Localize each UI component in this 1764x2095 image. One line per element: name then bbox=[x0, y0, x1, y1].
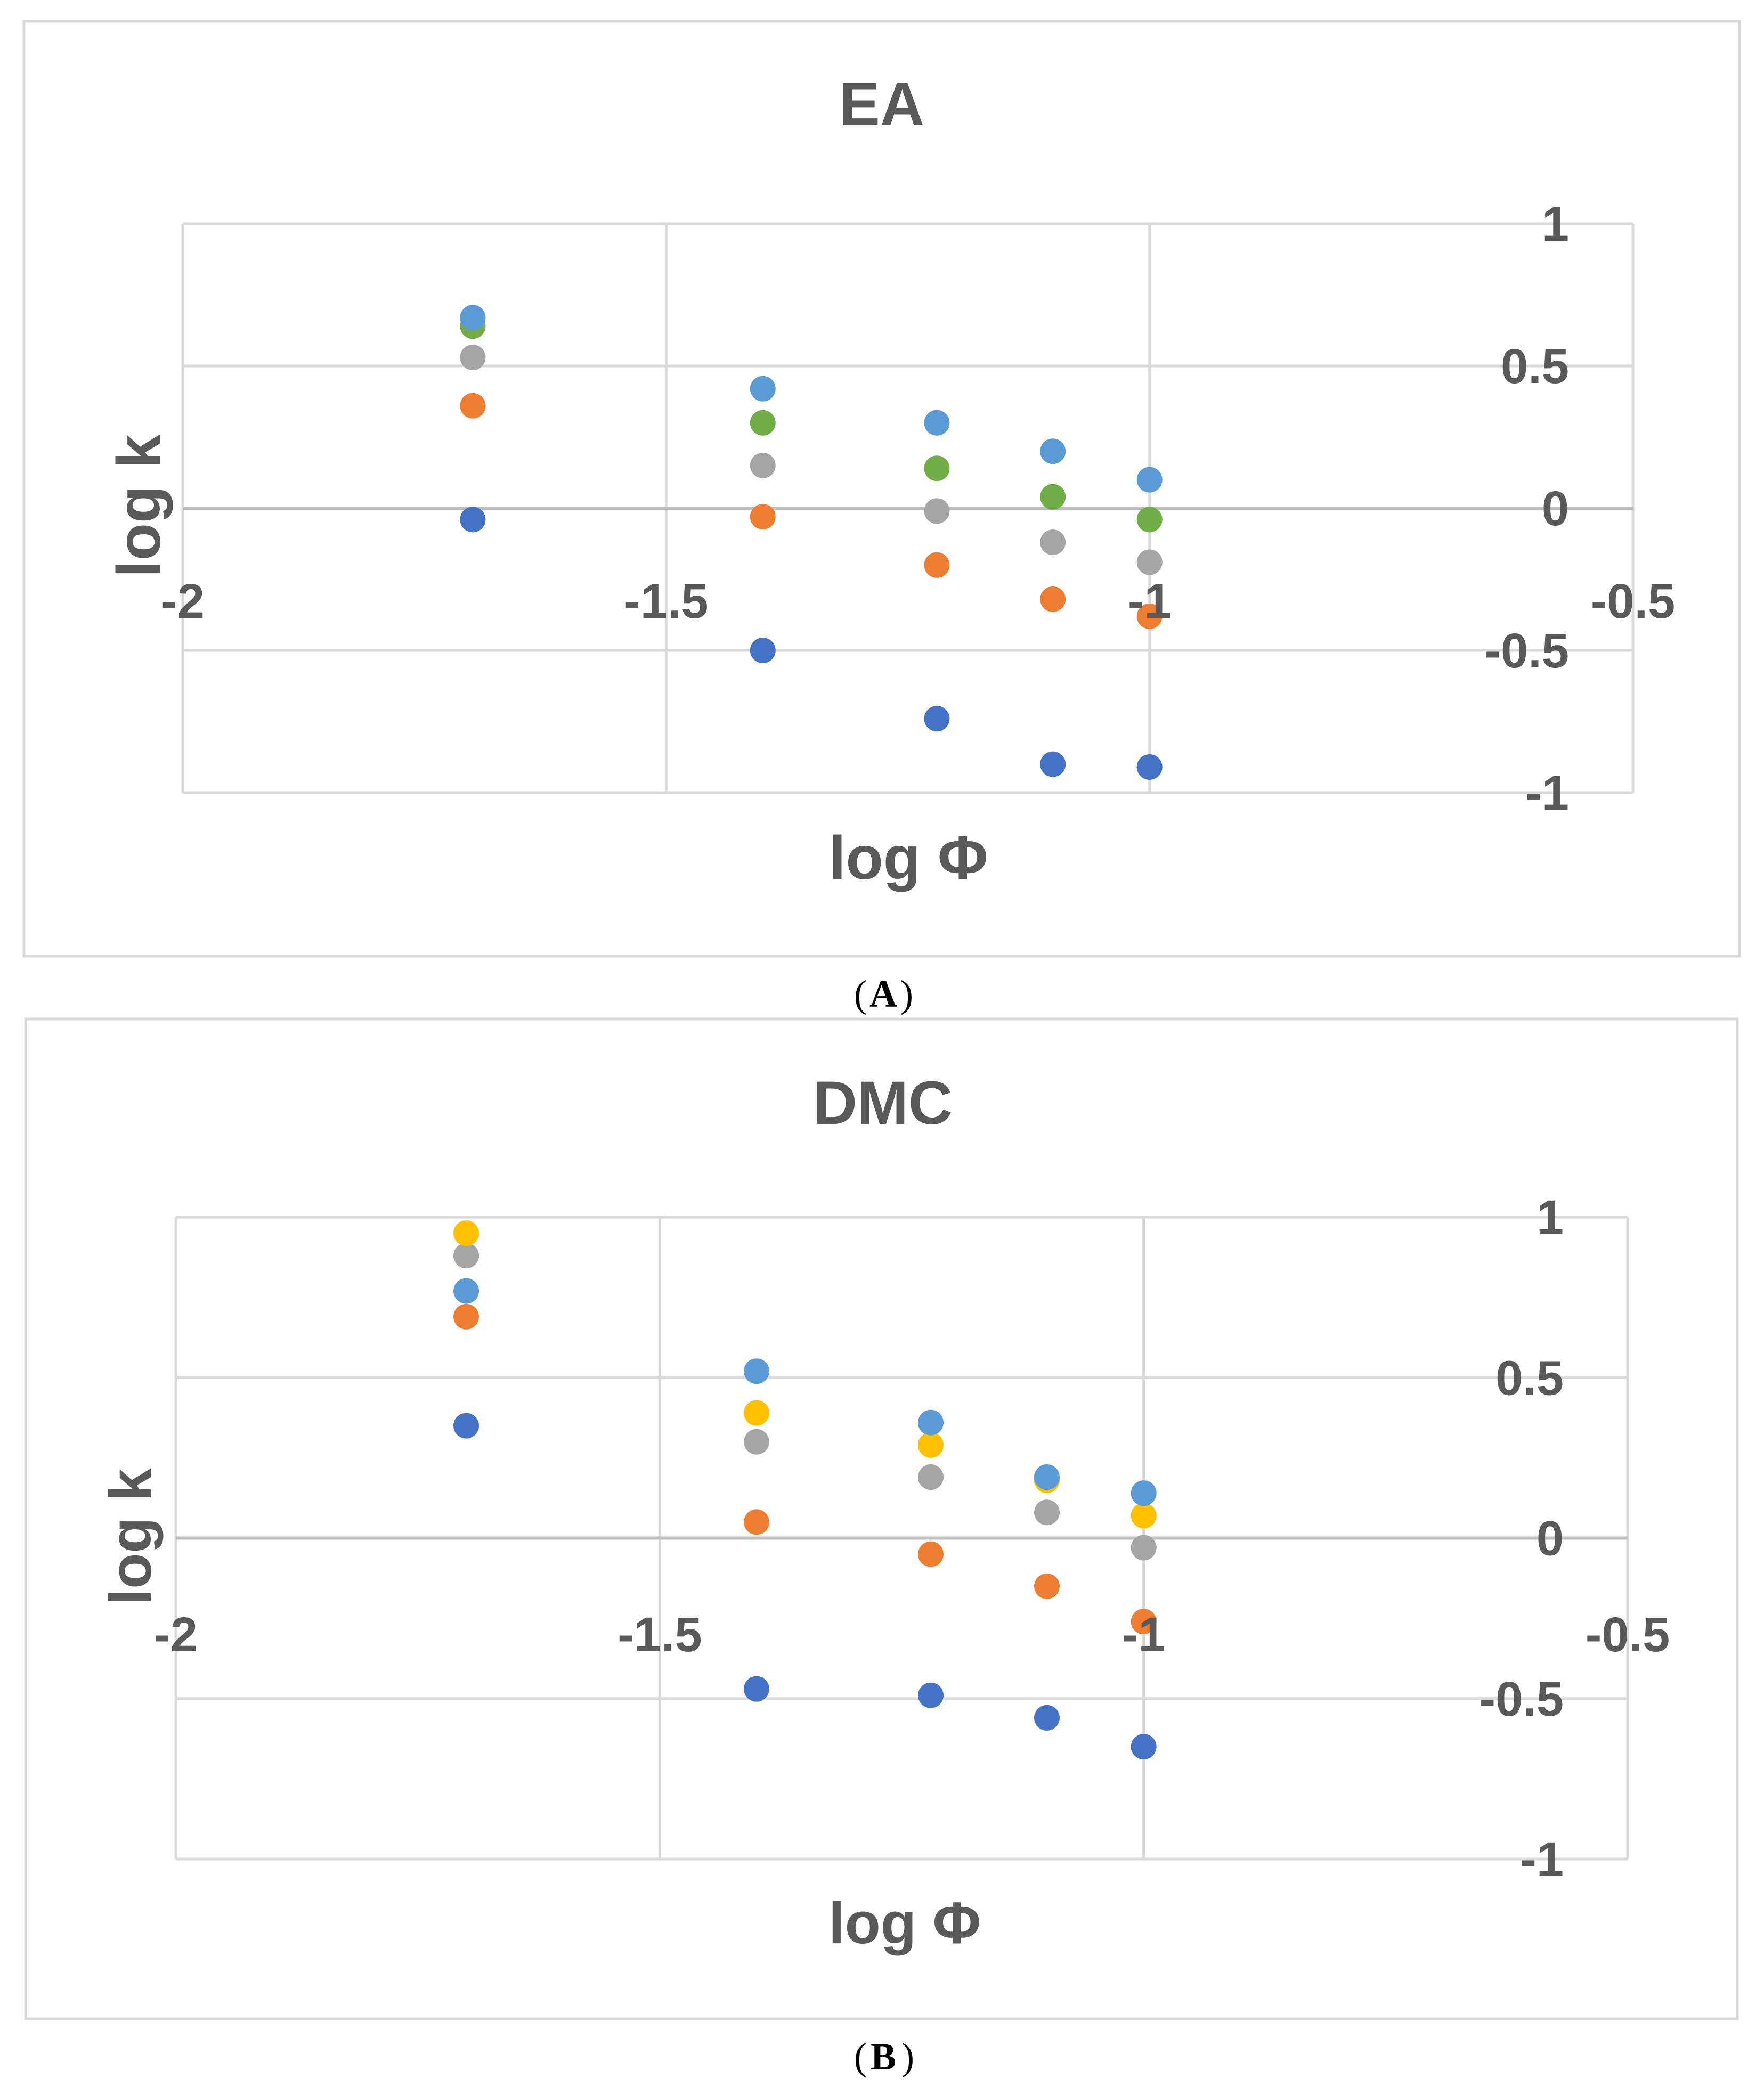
data-point-series-1 bbox=[1131, 1734, 1157, 1760]
data-point-series-3 bbox=[1034, 1499, 1060, 1526]
data-point-series-5 bbox=[460, 305, 486, 331]
data-point-series-3 bbox=[1040, 529, 1066, 556]
caption-b-close: ) bbox=[901, 2035, 914, 2078]
data-point-series-5 bbox=[924, 410, 950, 436]
data-point-series-1 bbox=[924, 706, 950, 732]
panel-a: EA -2 -1.5 -1 -0.5 1 0.5 0 -0.5 -1 log Φ log k bbox=[22, 20, 1741, 958]
panel-b-frame bbox=[24, 1017, 1739, 2020]
y-tick-label: 0 bbox=[1542, 482, 1569, 536]
data-point-series-2 bbox=[453, 1303, 479, 1330]
data-point-series-1 bbox=[1136, 754, 1163, 780]
caption-b-open: ( bbox=[854, 2035, 867, 2078]
data-point-series-3 bbox=[918, 1464, 944, 1490]
data-point-series-3 bbox=[1136, 549, 1163, 575]
caption-a-close: ) bbox=[900, 973, 913, 1015]
data-point-series-5 bbox=[1131, 1480, 1157, 1506]
y-tick-label: 0.5 bbox=[1501, 339, 1569, 394]
panel-b: DMC -2 -1.5 -1 -0.5 1 0.5 0 -0.5 -1 log Φ log k bbox=[24, 1017, 1739, 2020]
data-point-series-4 bbox=[1131, 1503, 1157, 1529]
y-tick-label: -1 bbox=[1525, 766, 1569, 820]
x-tick-label: -2 bbox=[154, 1608, 198, 1662]
data-point-series-2 bbox=[750, 504, 776, 530]
caption-a-letter: A bbox=[869, 973, 897, 1015]
plot-area-ea: -2 -1.5 -1 -0.5 1 0.5 0 -0.5 -1 bbox=[161, 197, 1675, 820]
x-tick-label: -1.5 bbox=[617, 1608, 702, 1662]
y-tick-label: 0 bbox=[1537, 1512, 1564, 1566]
data-point-series-2 bbox=[1040, 586, 1066, 612]
y-tick-label: -1 bbox=[1520, 1832, 1564, 1887]
data-point-series-3 bbox=[460, 344, 486, 370]
data-point-series-5 bbox=[750, 376, 776, 402]
data-point-series-1 bbox=[750, 638, 776, 663]
data-point-series-4 bbox=[924, 455, 950, 482]
x-tick-label: -2 bbox=[161, 574, 205, 629]
x-tick-label: -0.5 bbox=[1591, 574, 1676, 629]
caption-b: ( B ) bbox=[854, 2035, 914, 2078]
y-tick-label: 1 bbox=[1542, 197, 1569, 251]
data-point-series-3 bbox=[1131, 1535, 1157, 1561]
data-point-series-2 bbox=[744, 1509, 769, 1535]
data-point-series-2 bbox=[1136, 603, 1163, 629]
y-tick-label: -0.5 bbox=[1479, 1672, 1564, 1726]
data-point-series-5 bbox=[1034, 1464, 1060, 1490]
data-point-series-5 bbox=[744, 1358, 769, 1384]
data-point-series-1 bbox=[918, 1682, 944, 1708]
data-point-series-3 bbox=[750, 452, 776, 478]
data-point-series-4 bbox=[1040, 484, 1066, 510]
data-point-series-5 bbox=[1040, 438, 1066, 464]
data-point-series-4 bbox=[918, 1432, 944, 1458]
x-tick-label: -1.5 bbox=[624, 574, 709, 629]
data-point-series-5 bbox=[918, 1409, 944, 1436]
data-point-series-1 bbox=[1034, 1705, 1060, 1731]
x-axis-label-dmc: log Φ bbox=[828, 1890, 981, 1956]
data-point-series-1 bbox=[460, 507, 486, 533]
data-point-series-3 bbox=[453, 1243, 479, 1269]
chart-title-dmc: DMC bbox=[813, 1069, 953, 1137]
data-point-series-3 bbox=[924, 498, 950, 524]
data-point-series-5 bbox=[453, 1278, 479, 1304]
data-point-series-4 bbox=[744, 1400, 769, 1426]
data-point-series-4 bbox=[1136, 507, 1163, 533]
data-point-series-5 bbox=[1136, 467, 1163, 493]
caption-b-letter: B bbox=[871, 2035, 896, 2078]
y-tick-label: 1 bbox=[1537, 1191, 1564, 1245]
panel-a-frame bbox=[22, 20, 1741, 958]
data-point-series-2 bbox=[1034, 1573, 1060, 1599]
data-point-series-1 bbox=[453, 1413, 479, 1439]
caption-a-open: ( bbox=[854, 973, 867, 1015]
x-tick-label: -0.5 bbox=[1586, 1608, 1670, 1662]
x-tick-label: -1 bbox=[1128, 574, 1172, 629]
data-point-series-2 bbox=[1131, 1609, 1157, 1635]
caption-a: ( A ) bbox=[854, 973, 913, 1015]
data-point-series-4 bbox=[750, 410, 776, 436]
x-axis-label-ea: log Φ bbox=[829, 824, 988, 892]
data-point-series-4 bbox=[453, 1220, 479, 1246]
data-point-series-2 bbox=[918, 1541, 944, 1567]
data-point-series-1 bbox=[1040, 751, 1066, 777]
y-axis-label-ea: log k bbox=[105, 434, 173, 577]
y-tick-label: -0.5 bbox=[1484, 624, 1569, 678]
data-point-series-1 bbox=[744, 1676, 769, 1702]
x-tick-label: -1 bbox=[1122, 1608, 1166, 1662]
data-point-series-2 bbox=[924, 552, 950, 578]
data-point-series-2 bbox=[460, 393, 486, 419]
data-point-series-3 bbox=[744, 1429, 769, 1455]
y-axis-label-dmc: log k bbox=[98, 1468, 164, 1605]
y-tick-label: 0.5 bbox=[1495, 1351, 1564, 1405]
plot-area-dmc: -2 -1.5 -1 -0.5 1 0.5 0 -0.5 -1 bbox=[154, 1191, 1670, 1887]
chart-title-ea: EA bbox=[839, 70, 924, 138]
